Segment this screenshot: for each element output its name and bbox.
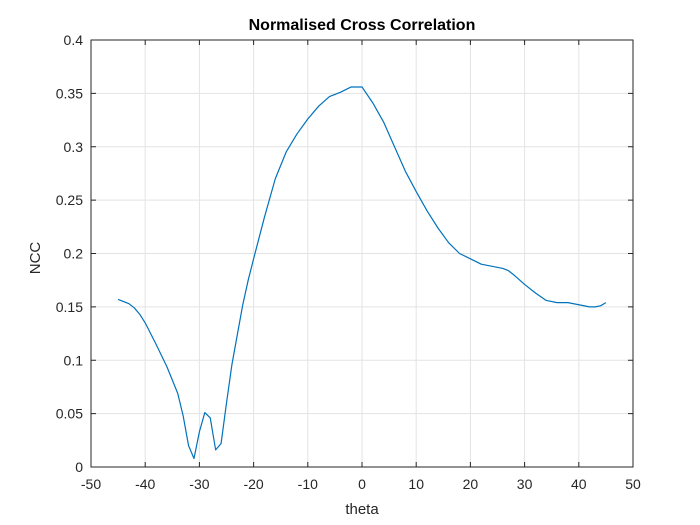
x-tick-label: 40 bbox=[571, 476, 587, 492]
x-tick-label: 50 bbox=[625, 476, 641, 492]
x-tick-label: -30 bbox=[189, 476, 209, 492]
x-tick-label: -10 bbox=[298, 476, 318, 492]
y-tick-label: 0.4 bbox=[64, 32, 84, 48]
y-tick-label: 0.1 bbox=[64, 352, 84, 368]
y-tick-label: 0 bbox=[75, 459, 83, 475]
x-tick-label: -40 bbox=[135, 476, 155, 492]
x-tick-label: 20 bbox=[463, 476, 479, 492]
y-tick-label: 0.2 bbox=[64, 246, 84, 262]
y-tick-label: 0.25 bbox=[56, 192, 83, 208]
x-tick-label: 30 bbox=[517, 476, 533, 492]
x-axis-label: theta bbox=[345, 501, 379, 518]
x-tick-labels: -50 -40 -30 -20 -10 0 10 20 30 40 50 bbox=[81, 476, 641, 492]
y-axis-label: NCC bbox=[27, 242, 44, 275]
series-points bbox=[118, 86, 606, 459]
x-tick-label: 10 bbox=[408, 476, 424, 492]
x-tick-label: 0 bbox=[358, 476, 366, 492]
chart-title: Normalised Cross Correlation bbox=[249, 17, 476, 34]
y-tick-label: 0.15 bbox=[56, 299, 83, 315]
y-tick-label: 0.35 bbox=[56, 85, 83, 101]
x-tick-label: -50 bbox=[81, 476, 101, 492]
x-tick-label: -20 bbox=[243, 476, 263, 492]
y-tick-label: 0.05 bbox=[56, 406, 83, 422]
axis-ticks bbox=[90, 39, 634, 468]
grid bbox=[90, 39, 634, 468]
y-tick-label: 0.3 bbox=[64, 139, 84, 155]
y-tick-labels: 0 0.05 0.1 0.15 0.2 0.25 0.3 0.35 0.4 bbox=[56, 32, 83, 475]
